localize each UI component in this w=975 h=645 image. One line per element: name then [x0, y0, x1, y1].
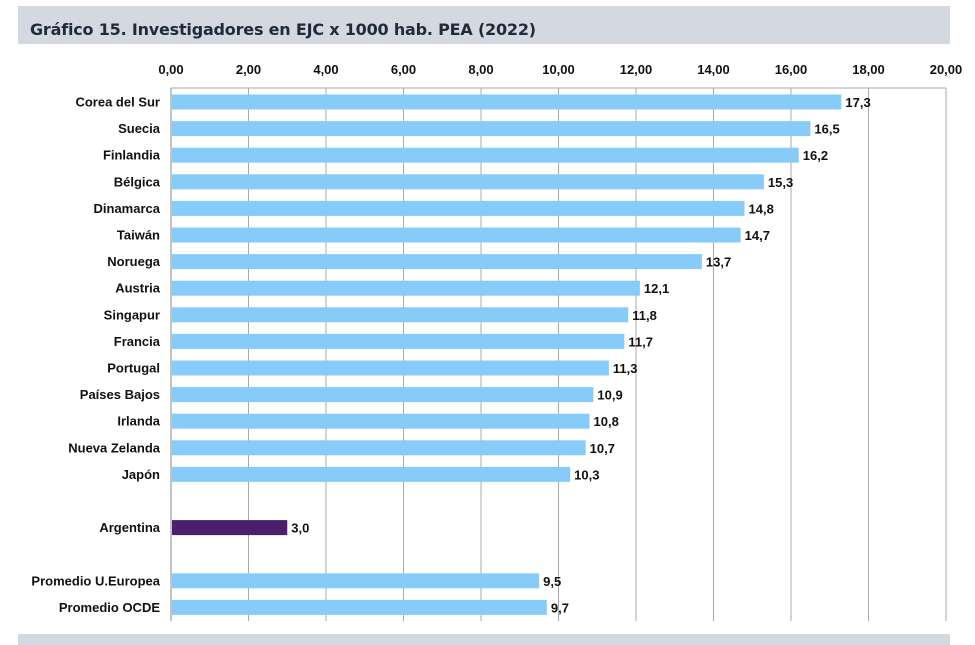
category-label: Corea del Sur	[75, 95, 160, 110]
x-tick-label: 16,00	[775, 62, 808, 77]
x-tick-label: 6,00	[391, 62, 416, 77]
value-label: 10,3	[574, 467, 599, 482]
chart-title: Gráfico 15. Investigadores en EJC x 1000…	[30, 20, 536, 39]
category-label: Finlandia	[103, 148, 161, 163]
bar	[172, 360, 609, 376]
bar	[172, 413, 590, 429]
bar	[172, 333, 625, 349]
value-label: 11,7	[628, 334, 653, 349]
bar	[172, 94, 842, 110]
bar	[172, 121, 811, 137]
bar	[172, 227, 741, 243]
value-label: 12,1	[644, 281, 669, 296]
value-label: 9,5	[543, 574, 561, 589]
x-tick-label: 10,00	[542, 62, 575, 77]
category-label: Suecia	[118, 121, 161, 136]
value-label: 10,9	[597, 388, 622, 403]
x-tick-label: 4,00	[313, 62, 338, 77]
value-label: 10,8	[594, 414, 619, 429]
x-tick-label: 2,00	[236, 62, 261, 77]
value-label: 13,7	[706, 255, 731, 270]
bar	[172, 387, 594, 403]
category-label: Nueva Zelanda	[68, 440, 161, 455]
bar	[172, 466, 571, 482]
bar	[172, 599, 547, 615]
value-label: 14,7	[745, 228, 770, 243]
value-label: 16,2	[803, 148, 828, 163]
x-tick-label: 8,00	[468, 62, 493, 77]
bar	[172, 147, 799, 163]
value-label: 3,0	[291, 521, 309, 536]
value-label: 10,7	[590, 441, 615, 456]
category-label: Portugal	[107, 361, 160, 376]
bar	[172, 280, 640, 296]
value-label: 15,3	[768, 175, 793, 190]
bar	[172, 573, 540, 589]
bar-highlight	[172, 520, 288, 536]
title-band	[18, 6, 950, 44]
category-label: Irlanda	[117, 414, 160, 429]
category-label: Francia	[114, 334, 161, 349]
bar	[172, 440, 586, 456]
value-label: 17,3	[845, 95, 870, 110]
value-label: 14,8	[749, 201, 774, 216]
bar	[172, 254, 702, 270]
category-label: Taiwán	[117, 228, 160, 243]
value-label: 11,3	[613, 361, 638, 376]
category-label: Dinamarca	[94, 201, 161, 216]
x-tick-label: 18,00	[852, 62, 885, 77]
category-label: Argentina	[99, 520, 160, 535]
bar	[172, 307, 629, 323]
x-tick-label: 12,00	[620, 62, 653, 77]
category-label: Austria	[115, 281, 161, 296]
category-label: Promedio U.Europea	[31, 573, 160, 588]
category-label: Promedio OCDE	[59, 600, 160, 615]
category-label: Noruega	[107, 254, 161, 269]
x-tick-label: 0,00	[158, 62, 183, 77]
value-label: 11,8	[632, 308, 657, 323]
category-label: Singapur	[104, 307, 160, 322]
category-label: Bélgica	[114, 174, 161, 189]
footer-band	[18, 634, 950, 645]
x-tick-label: 14,00	[697, 62, 730, 77]
value-label: 16,5	[814, 122, 839, 137]
bar	[172, 200, 745, 216]
bar	[172, 174, 764, 190]
category-label: Países Bajos	[80, 387, 160, 402]
value-label: 9,7	[551, 600, 569, 615]
category-label: Japón	[122, 467, 160, 482]
x-tick-label: 20,00	[930, 62, 963, 77]
